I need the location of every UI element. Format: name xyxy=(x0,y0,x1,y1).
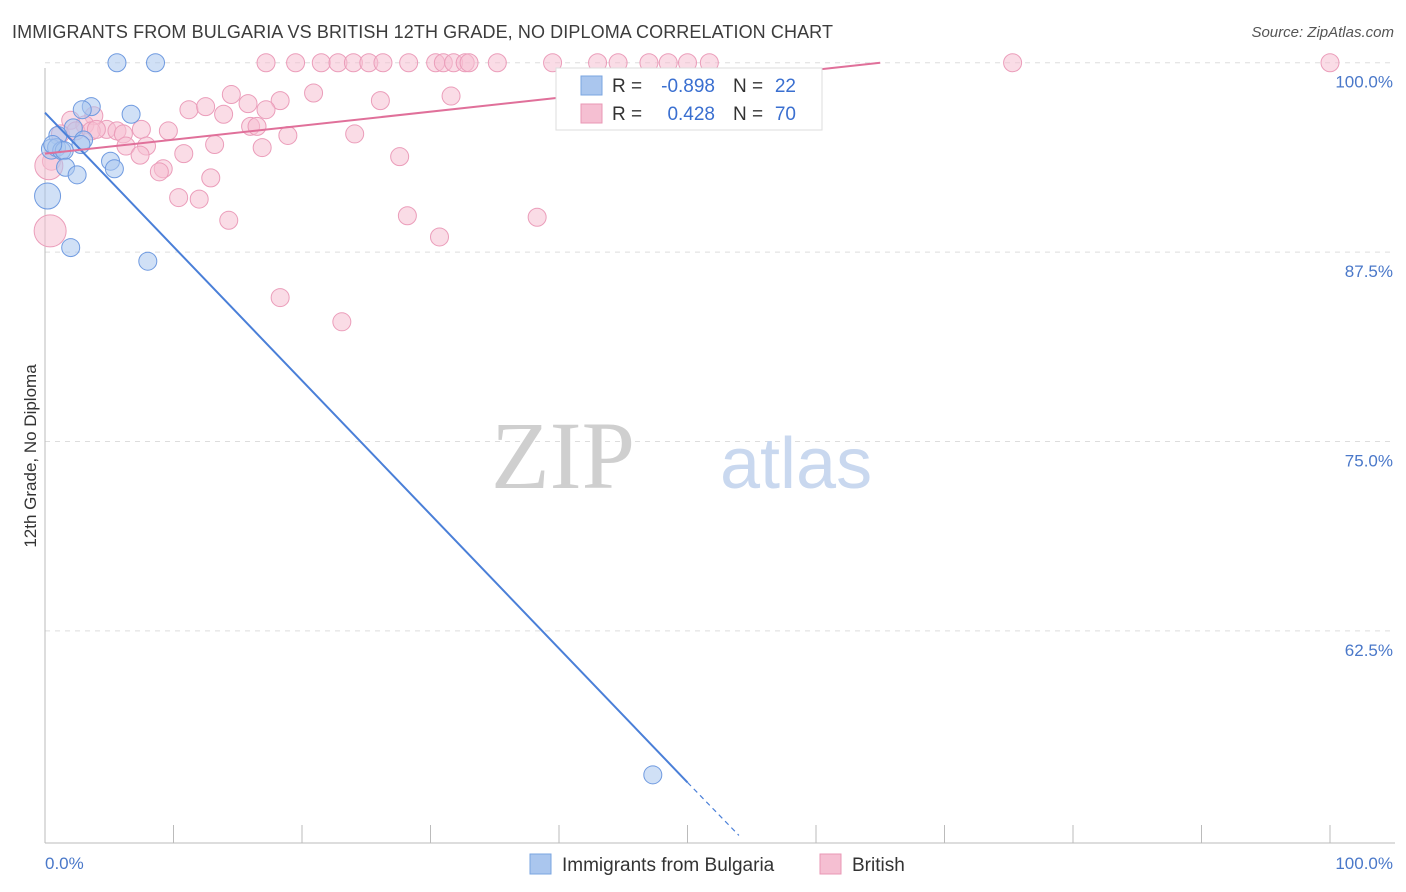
british-point xyxy=(86,119,106,139)
british-point xyxy=(397,206,417,226)
legend-pink-r-value: 0.428 xyxy=(667,104,715,125)
y-axis-title: 12th Grade, No Diploma xyxy=(21,364,40,548)
y-tick-label: 87.5% xyxy=(1345,262,1393,281)
british-point xyxy=(179,100,199,120)
british-point xyxy=(441,86,461,106)
legend-pink-n-value: 70 xyxy=(775,104,796,125)
british-point xyxy=(429,227,449,247)
watermark-atlas: atlas xyxy=(720,424,872,504)
british-point xyxy=(1320,53,1340,73)
british-point xyxy=(311,53,331,73)
british-point xyxy=(169,188,189,208)
y-tick-label: 100.0% xyxy=(1335,73,1393,92)
bulgaria-point xyxy=(643,765,663,785)
british-point xyxy=(189,189,209,209)
british-point xyxy=(270,91,290,111)
chart-title: IMMIGRANTS FROM BULGARIA VS BRITISH 12TH… xyxy=(12,22,834,42)
legend-blue-r-label: R = xyxy=(612,76,642,97)
x-tick-label: 0.0% xyxy=(45,854,84,873)
y-tick-label: 62.5% xyxy=(1345,641,1393,660)
bulgaria-trend-line xyxy=(44,112,689,784)
british-point xyxy=(238,94,258,114)
bulgaria-point xyxy=(67,165,87,185)
legend-blue-swatch xyxy=(580,75,603,96)
bottom-legend-blue-label: Immigrants from Bulgaria xyxy=(562,855,775,876)
british-point xyxy=(370,91,390,111)
british-point xyxy=(196,97,216,117)
british-point xyxy=(158,121,178,141)
watermark: ZIP atlas xyxy=(491,402,872,509)
gridlines xyxy=(45,62,1395,632)
legend-blue-n-value: 22 xyxy=(775,76,796,97)
british-point xyxy=(256,53,276,73)
british-point xyxy=(373,53,393,73)
british-point xyxy=(130,145,150,165)
british-point xyxy=(205,135,225,155)
british-point xyxy=(33,214,67,248)
bottom-legend-pink-label: British xyxy=(852,855,905,876)
legend-pink-n-label: N = xyxy=(733,104,763,125)
legend-pink-swatch xyxy=(580,103,603,124)
bulgaria-point xyxy=(34,182,62,210)
x-tick-labels: 0.0% 100.0% xyxy=(45,854,1393,873)
british-point xyxy=(286,53,306,73)
watermark-zip: ZIP xyxy=(491,402,635,509)
x-tick-label: 100.0% xyxy=(1335,854,1393,873)
british-point xyxy=(270,288,290,308)
bulgaria-trend-extension xyxy=(687,781,740,836)
bulgaria-point xyxy=(107,53,127,73)
british-point xyxy=(332,312,352,332)
british-point xyxy=(345,124,365,144)
bulgaria-point xyxy=(72,100,92,120)
bulgaria-point xyxy=(146,53,166,73)
legend: R = -0.898 N = 22 R = 0.428 N = 70 xyxy=(555,67,823,131)
british-point xyxy=(219,210,239,230)
legend-blue-n-label: N = xyxy=(733,76,763,97)
british-point xyxy=(252,138,272,158)
british-point xyxy=(214,104,234,124)
british-point xyxy=(201,168,221,188)
british-point xyxy=(527,207,547,227)
british-point xyxy=(543,53,563,73)
british-point xyxy=(247,116,267,136)
bulgaria-point xyxy=(104,159,124,179)
axes xyxy=(44,68,1395,844)
bulgaria-point xyxy=(63,118,83,138)
british-point xyxy=(304,83,324,103)
british-point xyxy=(459,53,479,73)
british-point xyxy=(399,53,419,73)
bottom-legend: Immigrants from Bulgaria British xyxy=(529,853,905,876)
bulgaria-point xyxy=(61,238,81,258)
bottom-legend-pink-swatch xyxy=(819,853,842,875)
british-point xyxy=(487,53,507,73)
y-tick-labels: 100.0% 87.5% 75.0% 62.5% xyxy=(1335,73,1393,660)
british-point xyxy=(278,125,298,145)
bulgaria-point xyxy=(138,251,158,271)
legend-blue-r-value: -0.898 xyxy=(661,76,715,97)
bulgaria-point xyxy=(121,104,141,124)
british-point xyxy=(256,100,276,120)
bottom-legend-blue-swatch xyxy=(529,853,552,875)
bulgaria-points xyxy=(34,53,663,785)
y-tick-label: 75.0% xyxy=(1345,452,1393,471)
bulgaria-point xyxy=(43,135,63,155)
british-point xyxy=(131,119,151,139)
source-label: Source: ZipAtlas.com xyxy=(1251,24,1394,41)
british-point xyxy=(1003,53,1023,73)
legend-pink-r-label: R = xyxy=(612,104,642,125)
british-point xyxy=(390,147,410,167)
british-point xyxy=(149,162,169,182)
british-point xyxy=(221,85,241,105)
british-point xyxy=(174,144,194,164)
